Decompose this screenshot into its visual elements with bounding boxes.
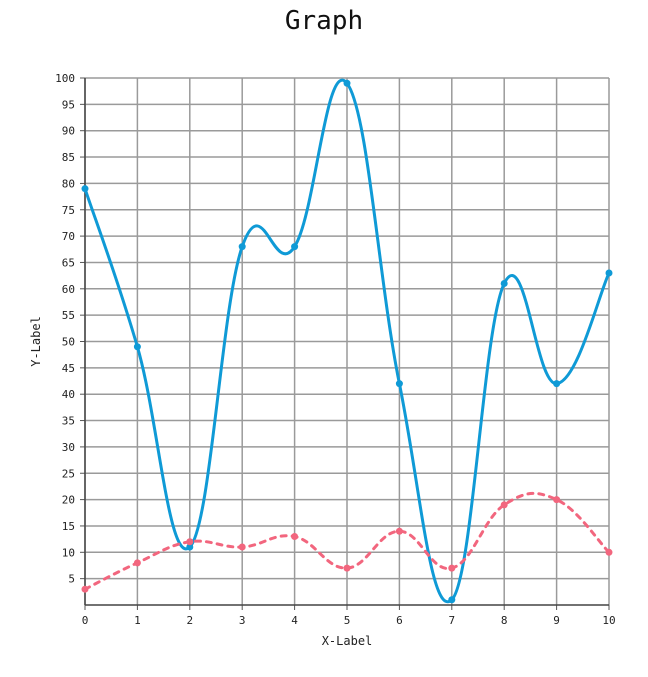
y-tick-label: 10 [62, 546, 75, 559]
x-tick-label: 6 [396, 614, 403, 627]
data-point [605, 269, 613, 277]
y-tick-label: 40 [62, 388, 75, 401]
x-tick-label: 9 [553, 614, 560, 627]
data-point [186, 538, 194, 546]
x-tick-label: 7 [448, 614, 455, 627]
y-tick-label: 90 [62, 125, 75, 138]
data-point [500, 501, 508, 509]
y-tick-label: 70 [62, 230, 75, 243]
data-point [500, 280, 508, 288]
y-tick-label: 30 [62, 441, 75, 454]
y-tick-label: 55 [62, 309, 75, 322]
data-point [81, 585, 89, 593]
data-point [291, 532, 299, 540]
data-point [81, 185, 89, 193]
x-tick-label: 3 [239, 614, 246, 627]
data-point [238, 243, 246, 251]
grid [84, 77, 610, 605]
data-point [291, 243, 299, 251]
data-point [395, 527, 403, 535]
tick-labels: 0 1 2 3 4 5 6 7 8 9 105101520253035404550556065707… [55, 72, 616, 627]
data-point [448, 564, 456, 572]
data-point [343, 564, 351, 572]
data-point [238, 543, 246, 551]
x-tick-label: 4 [291, 614, 298, 627]
data-point [605, 548, 613, 556]
data-point [133, 559, 141, 567]
data-point [553, 496, 561, 504]
x-tick-label: 0 [82, 614, 89, 627]
y-tick-label: 60 [62, 283, 75, 296]
data-point [343, 79, 351, 87]
x-tick-label: 2 [186, 614, 193, 627]
y-tick-label: 95 [62, 98, 75, 111]
y-tick-label: 100 [55, 72, 75, 85]
y-tick-label: 20 [62, 494, 75, 507]
chart-title: Graph [284, 6, 364, 36]
y-axis-label: Y-Label [29, 316, 43, 367]
y-tick-label: 15 [62, 520, 75, 533]
series-lines [81, 78, 613, 604]
x-tick-label: 8 [501, 614, 508, 627]
y-tick-label: 65 [62, 256, 75, 269]
axes [80, 77, 610, 610]
data-point [395, 380, 403, 388]
y-tick-label: 85 [62, 151, 75, 164]
x-axis-label: X-Label [322, 634, 373, 648]
y-tick-label: 45 [62, 362, 75, 375]
x-tick-label: 10 [602, 614, 615, 627]
series-line-2 [83, 491, 611, 591]
y-tick-label: 5 [68, 573, 75, 586]
y-tick-label: 25 [62, 467, 75, 480]
data-point [133, 343, 141, 351]
data-point [448, 596, 456, 604]
y-tick-label: 80 [62, 177, 75, 190]
data-point [186, 543, 194, 551]
x-tick-label: 5 [344, 614, 351, 627]
y-tick-label: 35 [62, 415, 75, 428]
y-tick-label: 75 [62, 204, 75, 217]
y-tick-label: 50 [62, 336, 75, 349]
data-point [553, 380, 561, 388]
x-tick-label: 1 [134, 614, 141, 627]
